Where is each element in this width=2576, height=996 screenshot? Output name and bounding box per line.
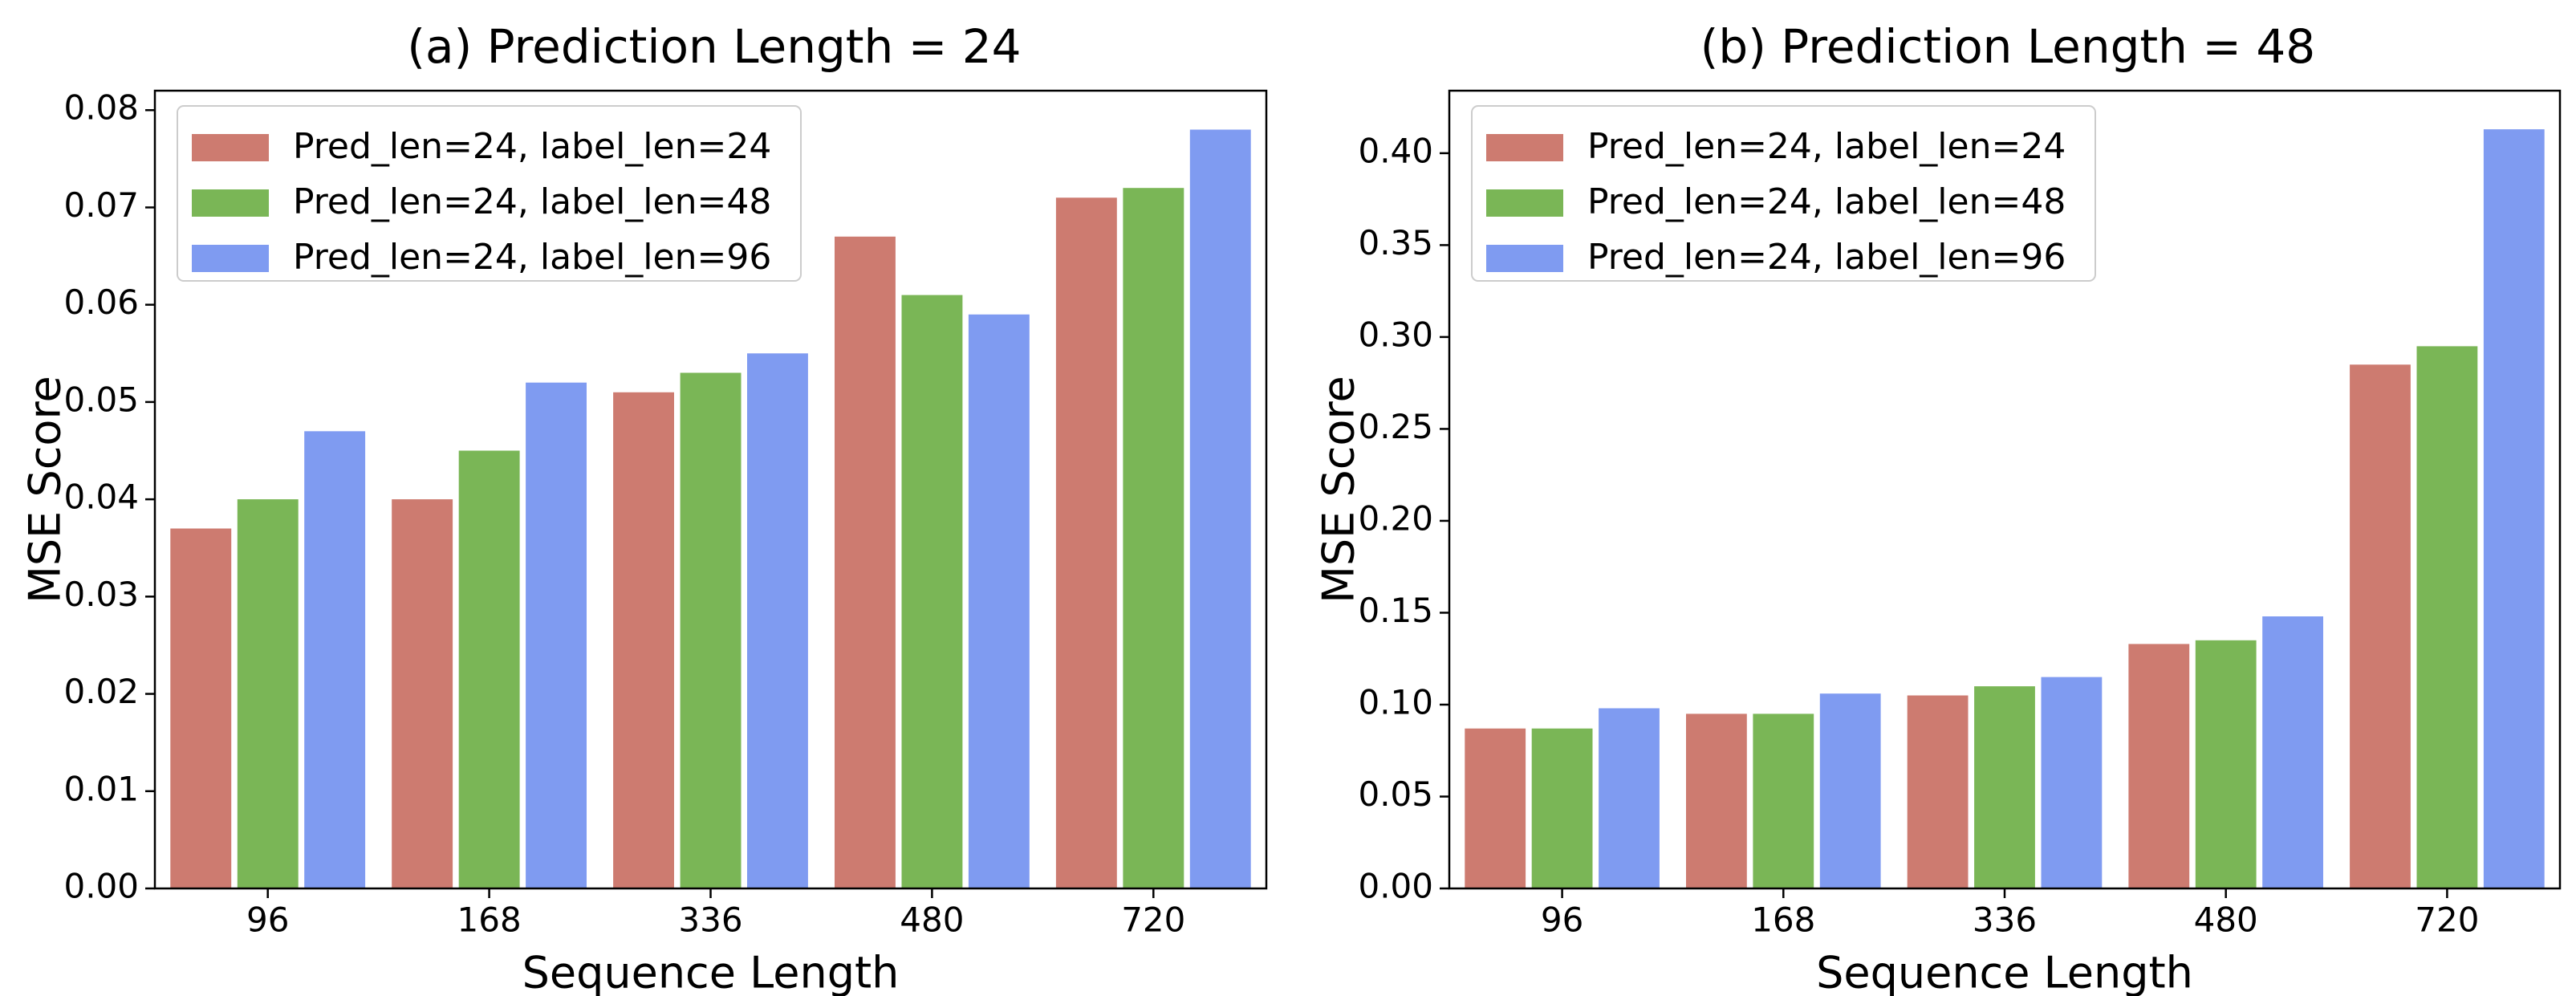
bar-480-series-2 [901,295,963,889]
y-tick-label: 0.15 [1358,591,1433,630]
legend-label-series-1: Pred_len=24, label_len=24 [1587,126,2066,167]
y-tick-label: 0.00 [1358,867,1433,906]
bar-96-series-2 [237,499,299,888]
bar-720-series-2 [2416,346,2478,888]
legend-label-series-2: Pred_len=24, label_len=48 [1587,181,2066,222]
x-tick-label: 168 [457,900,522,940]
x-tick-label: 720 [2415,900,2479,940]
y-tick-label: 0.04 [63,478,139,517]
bar-336-series-3 [747,353,808,888]
bar-720-series-3 [1189,129,1251,888]
x-tick-label: 480 [2194,900,2258,940]
bar-336-series-2 [1974,686,2035,888]
legend-swatch-series-1 [192,134,269,161]
legend-box [177,105,802,282]
chart-panel-b: (b) Prediction Length = 48 0.00 0.05 0.10 0.… [1314,19,2562,996]
bar-336-series-1 [1907,695,1969,888]
legend-label-series-1: Pred_len=24, label_len=24 [293,126,771,167]
legend: Pred_len=24, label_len=24 Pred_len=24, la… [177,105,802,282]
bar-720-series-1 [2350,364,2411,888]
x-axis-label: Sequence Length [522,948,900,996]
bar-720-series-2 [1123,188,1184,888]
legend-swatch-series-2 [192,189,269,217]
y-tick-label: 0.07 [63,185,139,225]
y-tick-label: 0.03 [63,575,139,614]
legend-box [1471,105,2096,282]
y-tick-label: 0.01 [63,769,139,808]
bar-168-series-1 [392,499,453,888]
x-tick-label: 96 [246,900,289,940]
bar-168-series-3 [1819,693,1881,888]
legend-label-series-3: Pred_len=24, label_len=96 [1587,237,2066,278]
legend: Pred_len=24, label_len=24 Pred_len=24, la… [1471,105,2096,282]
legend-swatch-series-2 [1486,189,1563,217]
chart-title: (a) Prediction Length = 24 [407,19,1021,74]
bar-720-series-3 [2483,129,2545,889]
y-axis-label: MSE Score [20,376,71,603]
bar-336-series-3 [2041,677,2103,888]
x-tick-label: 480 [900,900,964,940]
y-tick-label: 0.30 [1358,315,1433,354]
x-tick-label: 336 [678,900,742,940]
bar-480-series-3 [2262,616,2323,888]
bar-336-series-1 [613,392,674,888]
chart-panel-a: (a) Prediction Length = 24 0.00 0.01 0.02 0.… [20,19,1268,996]
y-tick-label: 0.05 [63,380,139,419]
chart-title: (b) Prediction Length = 48 [1700,19,2315,74]
legend-label-series-2: Pred_len=24, label_len=48 [293,181,771,222]
bar-168-series-1 [1686,713,1747,888]
bar-96-series-3 [304,431,366,888]
bar-480-series-1 [2128,644,2190,888]
legend-swatch-series-3 [1486,245,1563,272]
y-tick-label: 0.20 [1358,498,1433,538]
bar-720-series-1 [1055,197,1117,889]
y-tick-label: 0.40 [1358,131,1433,170]
y-tick-label: 0.10 [1358,682,1433,722]
bar-96-series-2 [1531,728,1593,888]
y-tick-label: 0.35 [1358,223,1433,262]
x-tick-label: 336 [1973,900,2037,940]
bar-168-series-2 [458,450,520,888]
legend-swatch-series-3 [192,245,269,272]
bar-96-series-1 [1465,728,1526,888]
x-axis-label: Sequence Length [1816,948,2193,996]
x-tick-label: 168 [1751,900,1815,940]
bar-480-series-3 [968,314,1030,888]
y-tick-label: 0.08 [63,88,139,128]
bar-480-series-1 [835,236,896,888]
y-axis-label: MSE Score [1314,376,1364,603]
x-tick-label: 720 [1121,900,1185,940]
y-tick-label: 0.02 [63,672,139,711]
legend-label-series-3: Pred_len=24, label_len=96 [293,237,771,278]
bar-96-series-1 [170,528,232,888]
y-tick-label: 0.06 [63,283,139,322]
x-tick-label: 96 [1541,900,1583,940]
bar-168-series-2 [1753,713,1814,888]
y-tick-label: 0.25 [1358,407,1433,446]
bar-168-series-3 [526,382,587,888]
legend-swatch-series-1 [1486,134,1563,161]
bar-336-series-2 [680,372,742,888]
bar-480-series-2 [2195,640,2257,888]
bar-96-series-3 [1599,708,1660,888]
y-tick-label: 0.00 [63,867,139,906]
y-tick-label: 0.05 [1358,774,1433,814]
